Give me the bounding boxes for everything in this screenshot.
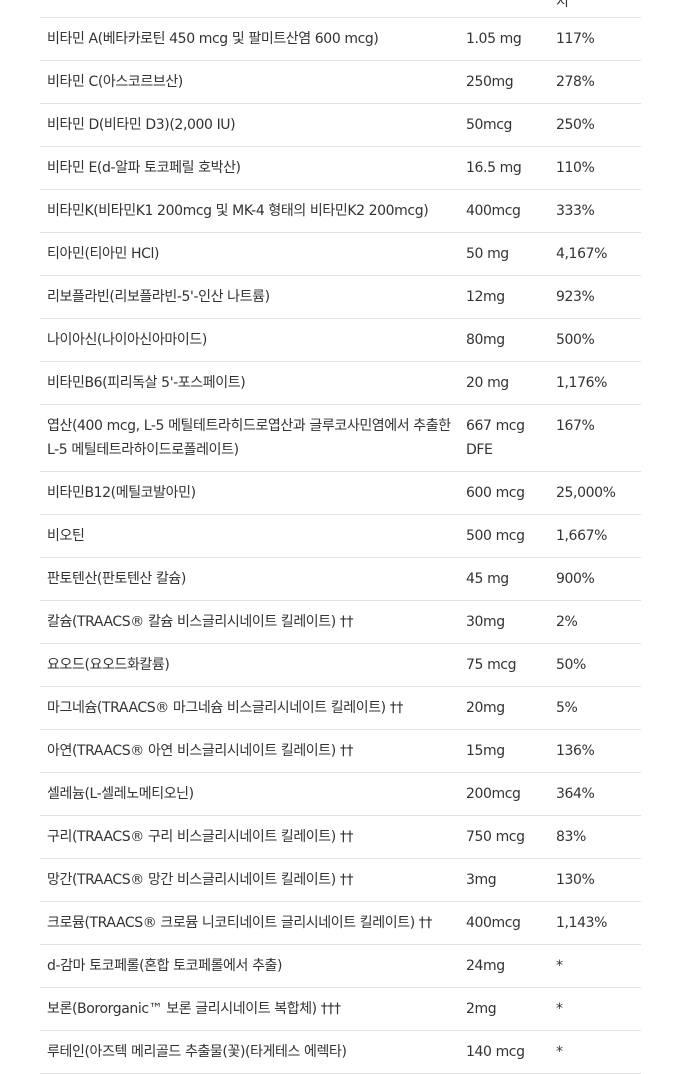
table-row: 비오틴 500 mcg 1,667%: [40, 514, 641, 558]
ingredient-amount: 600 mcg: [459, 471, 549, 515]
ingredient-name: 구리(TRAACS® 구리 비스글리시네이트 킬레이트) ††: [40, 815, 459, 859]
daily-value-percent: 83%: [549, 815, 641, 859]
ingredient-name: 비오틴: [40, 514, 459, 558]
ingredient-name: 크로뮴(TRAACS® 크로뮴 니코티네이트 글리시네이트 킬레이트) ††: [40, 901, 459, 945]
table-row: 리보플라빈(리보플라빈-5'-인산 나트륨) 12mg 923%: [40, 275, 641, 319]
ingredient-name: 칼슘(TRAACS® 칼슘 비스글리시네이트 킬레이트) ††: [40, 600, 459, 644]
daily-value-percent: 500%: [549, 318, 641, 362]
daily-value-percent: *: [549, 944, 641, 988]
daily-value-percent: 278%: [549, 60, 641, 104]
daily-value-percent: 2%: [549, 600, 641, 644]
table-row: 루테인(아즈텍 메리골드 추출물(꽃)(타게테스 에렉타) 140 mcg *: [40, 1030, 641, 1074]
ingredient-amount: 250mg: [459, 60, 549, 104]
daily-value-percent: *: [549, 1030, 641, 1074]
table-row: 비타민B6(피리독살 5'-포스페이트) 20 mg 1,176%: [40, 361, 641, 405]
table-row: 아연(TRAACS® 아연 비스글리시네이트 킬레이트) †† 15mg 136…: [40, 729, 641, 773]
ingredient-amount: 200mcg: [459, 772, 549, 816]
header-fragment: 지: [556, 0, 569, 10]
ingredient-name: 루테인(아즈텍 메리골드 추출물(꽃)(타게테스 에렉타): [40, 1030, 459, 1074]
ingredient-amount: 1.05 mg: [459, 17, 549, 61]
daily-value-percent: 333%: [549, 189, 641, 233]
ingredient-amount: 80mg: [459, 318, 549, 362]
ingredient-amount: 667 mcg DFE: [459, 404, 549, 472]
ingredient-amount: 16.5 mg: [459, 146, 549, 190]
ingredient-name: 티아민(티아민 HCl): [40, 232, 459, 276]
ingredient-amount: 24mg: [459, 944, 549, 988]
table-row: 구리(TRAACS® 구리 비스글리시네이트 킬레이트) †† 750 mcg …: [40, 815, 641, 859]
table-row: d-감마 토코페롤(혼합 토코페롤에서 추출) 24mg *: [40, 944, 641, 988]
table-row: 나이아신(나이아신아마이드) 80mg 500%: [40, 318, 641, 362]
table-row: 칼슘(TRAACS® 칼슘 비스글리시네이트 킬레이트) †† 30mg 2%: [40, 600, 641, 644]
ingredient-name: 보론(Bororganic™ 보론 글리시네이트 복합체) †††: [40, 987, 459, 1031]
ingredient-amount: 20 mg: [459, 361, 549, 405]
table-row: 마그네슘(TRAACS® 마그네슘 비스글리시네이트 킬레이트) †† 20mg…: [40, 686, 641, 730]
daily-value-percent: 1,176%: [549, 361, 641, 405]
ingredient-name: 비타민B6(피리독살 5'-포스페이트): [40, 361, 459, 405]
table-row: 크로뮴(TRAACS® 크로뮴 니코티네이트 글리시네이트 킬레이트) †† 4…: [40, 901, 641, 945]
ingredient-name: 리보플라빈(리보플라빈-5'-인산 나트륨): [40, 275, 459, 319]
ingredient-name: 비타민B12(메틸코발아민): [40, 471, 459, 515]
ingredient-name: 비타민 E(d-알파 토코페릴 호박산): [40, 146, 459, 190]
table-row: 판토텐산(판토텐산 칼슘) 45 mg 900%: [40, 557, 641, 601]
ingredient-amount: 20mg: [459, 686, 549, 730]
daily-value-percent: 25,000%: [549, 471, 641, 515]
ingredient-name: 엽산(400 mcg, L-5 메틸테트라히드로엽산과 글루코사민염에서 추출한…: [40, 404, 459, 472]
table-row: 셀레늄(L-셀레노메티오닌) 200mcg 364%: [40, 772, 641, 816]
daily-value-percent: 900%: [549, 557, 641, 601]
table-row: 비타민 D(비타민 D3)(2,000 IU) 50mcg 250%: [40, 103, 641, 147]
table-row: 엽산(400 mcg, L-5 메틸테트라히드로엽산과 글루코사민염에서 추출한…: [40, 404, 641, 472]
ingredient-amount: 750 mcg: [459, 815, 549, 859]
daily-value-percent: 110%: [549, 146, 641, 190]
ingredient-name: 나이아신(나이아신아마이드): [40, 318, 459, 362]
table-row: 비타민 A(베타카로틴 450 mcg 및 팔미트산염 600 mcg) 1.0…: [40, 17, 641, 61]
daily-value-percent: 923%: [549, 275, 641, 319]
daily-value-percent: *: [549, 987, 641, 1031]
table-row: 비타민K(비타민K1 200mcg 및 MK-4 형태의 비타민K2 200mc…: [40, 189, 641, 233]
table-row: 요오드(요오드화칼륨) 75 mcg 50%: [40, 643, 641, 687]
ingredient-name: 비타민 A(베타카로틴 450 mcg 및 팔미트산염 600 mcg): [40, 17, 459, 61]
daily-value-percent: 364%: [549, 772, 641, 816]
ingredient-amount: 12mg: [459, 275, 549, 319]
ingredient-amount: 30mg: [459, 600, 549, 644]
ingredient-amount: 400mcg: [459, 901, 549, 945]
ingredient-name: 셀레늄(L-셀레노메티오닌): [40, 772, 459, 816]
ingredient-name: 판토텐산(판토텐산 칼슘): [40, 557, 459, 601]
table-row: 비타민 E(d-알파 토코페릴 호박산) 16.5 mg 110%: [40, 146, 641, 190]
daily-value-percent: 167%: [549, 404, 641, 472]
ingredient-amount: 75 mcg: [459, 643, 549, 687]
daily-value-percent: 4,167%: [549, 232, 641, 276]
daily-value-percent: 136%: [549, 729, 641, 773]
ingredient-amount: 500 mcg: [459, 514, 549, 558]
table-body: 비타민 A(베타카로틴 450 mcg 및 팔미트산염 600 mcg) 1.0…: [40, 17, 641, 1074]
table-row: 보론(Bororganic™ 보론 글리시네이트 복합체) ††† 2mg *: [40, 987, 641, 1031]
ingredient-amount: 140 mcg: [459, 1030, 549, 1074]
supplement-facts-table: 비타민 A(베타카로틴 450 mcg 및 팔미트산염 600 mcg) 1.0…: [40, 17, 641, 1074]
daily-value-percent: 250%: [549, 103, 641, 147]
ingredient-name: 비타민K(비타민K1 200mcg 및 MK-4 형태의 비타민K2 200mc…: [40, 189, 459, 233]
ingredient-amount: 15mg: [459, 729, 549, 773]
ingredient-name: d-감마 토코페롤(혼합 토코페롤에서 추출): [40, 944, 459, 988]
ingredient-name: 비타민 C(아스코르브산): [40, 60, 459, 104]
daily-value-percent: 117%: [549, 17, 641, 61]
ingredient-name: 망간(TRAACS® 망간 비스글리시네이트 킬레이트) ††: [40, 858, 459, 902]
ingredient-name: 마그네슘(TRAACS® 마그네슘 비스글리시네이트 킬레이트) ††: [40, 686, 459, 730]
ingredient-amount: 2mg: [459, 987, 549, 1031]
table-row: 티아민(티아민 HCl) 50 mg 4,167%: [40, 232, 641, 276]
daily-value-percent: 50%: [549, 643, 641, 687]
ingredient-amount: 50mcg: [459, 103, 549, 147]
table-row: 비타민 C(아스코르브산) 250mg 278%: [40, 60, 641, 104]
ingredient-name: 요오드(요오드화칼륨): [40, 643, 459, 687]
ingredient-name: 비타민 D(비타민 D3)(2,000 IU): [40, 103, 459, 147]
table-row: 비타민B12(메틸코발아민) 600 mcg 25,000%: [40, 471, 641, 515]
daily-value-percent: 130%: [549, 858, 641, 902]
daily-value-percent: 5%: [549, 686, 641, 730]
daily-value-percent: 1,667%: [549, 514, 641, 558]
ingredient-amount: 45 mg: [459, 557, 549, 601]
ingredient-name: 아연(TRAACS® 아연 비스글리시네이트 킬레이트) ††: [40, 729, 459, 773]
ingredient-amount: 50 mg: [459, 232, 549, 276]
daily-value-percent: 1,143%: [549, 901, 641, 945]
ingredient-amount: 3mg: [459, 858, 549, 902]
ingredient-amount: 400mcg: [459, 189, 549, 233]
table-row: 망간(TRAACS® 망간 비스글리시네이트 킬레이트) †† 3mg 130%: [40, 858, 641, 902]
